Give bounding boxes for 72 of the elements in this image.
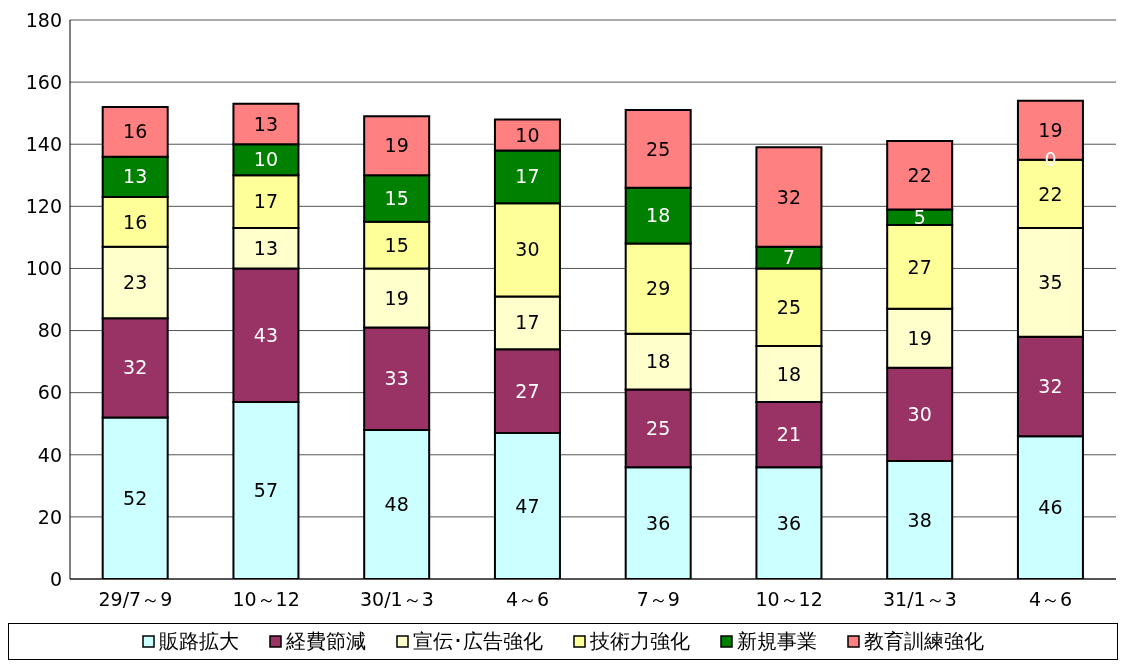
x-tick-label: 29/7～9: [98, 588, 173, 611]
data-label: 47: [515, 494, 540, 517]
data-label: 23: [123, 271, 148, 294]
data-label: 19: [1038, 118, 1063, 141]
data-label: 5: [913, 205, 926, 228]
legend-label: 新規事業: [737, 628, 817, 655]
data-label: 30: [515, 238, 540, 261]
y-tick-label: 160: [25, 70, 62, 93]
y-tick-label: 100: [25, 257, 62, 280]
data-label: 16: [123, 210, 148, 233]
y-tick-label: 60: [37, 381, 62, 404]
x-tick-label: 10～12: [232, 588, 300, 611]
x-tick-label: 30/1～3: [359, 588, 434, 611]
data-label: 32: [123, 356, 148, 379]
data-label: 7: [782, 246, 795, 269]
legend-label: 宣伝･広告強化: [413, 628, 543, 655]
y-tick-label: 80: [37, 319, 62, 342]
data-label: 35: [1038, 271, 1063, 294]
data-label: 13: [253, 112, 279, 135]
legend-label: 販路拡大: [159, 628, 239, 655]
legend-label: 技術力強化: [590, 628, 690, 655]
data-label: 15: [384, 187, 409, 210]
data-label: 19: [907, 326, 932, 349]
data-label: 19: [384, 286, 409, 309]
data-label: 10: [515, 123, 540, 146]
data-label: 22: [907, 163, 932, 186]
x-tick-label: 4～6: [1029, 588, 1073, 611]
y-tick-label: 20: [37, 505, 62, 528]
data-label: 30: [907, 403, 932, 426]
legend-label: 経費節減: [286, 628, 366, 655]
y-tick-label: 40: [37, 443, 62, 466]
data-label: 25: [776, 295, 802, 318]
y-tick-label: 120: [25, 195, 62, 218]
data-label: 48: [384, 493, 409, 516]
data-label: 0: [1044, 148, 1057, 171]
data-label: 17: [515, 165, 540, 188]
data-label: 18: [776, 362, 802, 385]
data-label: 17: [253, 190, 279, 213]
data-label: 46: [1038, 496, 1063, 519]
data-label: 25: [646, 417, 671, 440]
data-label: 22: [1038, 182, 1063, 205]
data-label: 32: [1038, 375, 1063, 398]
data-label: 27: [515, 379, 540, 402]
data-label: 27: [907, 255, 932, 278]
data-label: 32: [776, 185, 802, 208]
data-label: 25: [646, 137, 671, 160]
data-label: 13: [123, 165, 148, 188]
data-label: 52: [123, 486, 148, 509]
data-label: 15: [384, 233, 409, 256]
x-tick-label: 4～6: [506, 588, 550, 611]
data-label: 18: [646, 350, 671, 373]
legend-label: 教育訓練強化: [864, 628, 984, 655]
data-label: 36: [646, 511, 671, 534]
data-label: 18: [646, 204, 671, 227]
data-label: 36: [776, 511, 802, 534]
y-tick-label: 140: [25, 132, 62, 155]
x-tick-label: 7～9: [636, 588, 680, 611]
data-label: 16: [123, 120, 148, 143]
x-tick-label: 10～12: [755, 588, 823, 611]
y-tick-label: 0: [49, 567, 62, 590]
data-label: 10: [253, 148, 279, 171]
data-label: 38: [907, 508, 932, 531]
data-label: 57: [253, 479, 279, 502]
data-label: 19: [384, 134, 409, 157]
data-label: 21: [776, 423, 802, 446]
y-tick-label: 180: [25, 8, 62, 31]
x-tick-label: 31/1～3: [882, 588, 957, 611]
data-label: 17: [515, 311, 540, 334]
data-label: 13: [253, 236, 279, 259]
data-label: 29: [646, 277, 671, 300]
data-label: 33: [384, 367, 409, 390]
data-label: 43: [253, 323, 279, 346]
